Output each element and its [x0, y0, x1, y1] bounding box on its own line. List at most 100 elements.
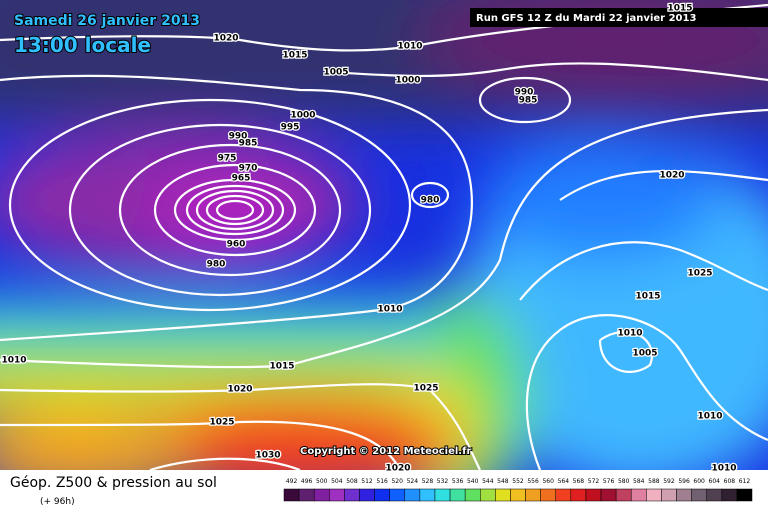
color-scale: 492 496 500 504 508 512 516 520 524 528 532 536 540 5… — [283, 478, 753, 502]
isobar-label: 1005 — [323, 68, 348, 78]
scale-label: 588 — [648, 478, 660, 485]
scale-swatch — [600, 488, 617, 502]
isobar-label: 1010 — [397, 42, 422, 52]
scale-label: 496 — [301, 478, 313, 485]
isobar-label: 960 — [227, 240, 246, 250]
scale-label: 520 — [391, 478, 403, 485]
lead-time: (+ 96h) — [40, 497, 75, 507]
isobar-label: 990 — [229, 132, 248, 142]
scale-label: 596 — [678, 478, 690, 485]
isobar-label: 1010 — [711, 464, 736, 474]
scale-swatch — [555, 488, 572, 502]
scale-swatch — [721, 488, 738, 502]
scale-label: 508 — [346, 478, 358, 485]
scale-swatch — [540, 488, 556, 502]
isobar-label: 1015 — [269, 362, 294, 372]
scale-swatch — [615, 488, 632, 502]
isobar-label: 980 — [207, 260, 226, 270]
time: 13:00 locale — [14, 33, 151, 57]
scale-label: 528 — [422, 478, 434, 485]
scale-swatch — [585, 488, 602, 502]
scale-label: 608 — [724, 478, 736, 485]
isobar-label: 1020 — [213, 34, 238, 44]
scale-swatch — [298, 488, 315, 502]
scale-label: 552 — [512, 478, 524, 485]
scale-label: 580 — [618, 478, 630, 485]
scale-swatch — [464, 488, 481, 502]
isobar-label: 965 — [232, 174, 251, 184]
isobar-label: 1030 — [255, 451, 280, 461]
scale-swatch — [359, 488, 375, 502]
isobar-label: 1020 — [227, 385, 252, 395]
scale-label: 512 — [361, 478, 373, 485]
isobar-label: 1015 — [667, 4, 692, 14]
isobar-label: 1020 — [385, 464, 410, 474]
scale-label: 500 — [316, 478, 328, 485]
isobar-label: 975 — [218, 154, 237, 164]
isobar-lines — [0, 3, 768, 470]
isobar-label: 995 — [281, 123, 300, 133]
isobar-label: 1000 — [290, 111, 315, 121]
scale-swatch — [344, 488, 360, 502]
scale-label: 544 — [482, 478, 494, 485]
scale-swatch — [313, 488, 330, 502]
scale-label: 604 — [709, 478, 721, 485]
isobar-label: 1010 — [617, 329, 642, 339]
scale-label: 612 — [739, 478, 751, 485]
isobar-labels: 1020101510101005100010009959909859759709… — [0, 2, 738, 475]
scale-swatch — [510, 488, 526, 502]
scale-label: 584 — [633, 478, 645, 485]
scale-swatch — [283, 488, 300, 502]
scale-swatch — [661, 488, 677, 502]
isobar-label: 1010 — [1, 356, 26, 366]
isobar-label: 985 — [239, 139, 258, 149]
isobar-label: 1000 — [395, 76, 420, 86]
scale-label: 532 — [437, 478, 449, 485]
scale-label: 568 — [573, 478, 585, 485]
isobar-label: 1010 — [697, 412, 722, 422]
scale-label: 540 — [467, 478, 479, 485]
copyright: Copyright © 2012 Meteociel.fr — [300, 446, 471, 457]
scale-swatch — [495, 488, 511, 502]
isobar-label: 1005 — [632, 349, 657, 359]
isobar-label: 980 — [421, 196, 440, 206]
scale-swatch — [329, 488, 345, 502]
isobar-label: 990 — [515, 88, 534, 98]
isobar-label: 970 — [239, 164, 258, 174]
scale-swatch — [434, 488, 451, 502]
scale-label: 572 — [588, 478, 600, 485]
scale-label: 560 — [542, 478, 554, 485]
scale-swatch — [419, 488, 436, 502]
isobar-label: 1010 — [377, 305, 402, 315]
scale-swatch — [706, 488, 723, 502]
scale-label: 548 — [497, 478, 509, 485]
isobar-label: 1025 — [687, 269, 712, 279]
scale-label: 592 — [663, 478, 675, 485]
isobar-label: 1025 — [209, 418, 234, 428]
scale-swatch — [736, 488, 753, 502]
scale-label: 492 — [286, 478, 298, 485]
isobar-label: 1015 — [635, 292, 660, 302]
scale-swatch — [525, 488, 541, 502]
scale-swatch — [676, 488, 692, 502]
date: Samedi 26 janvier 2013 — [14, 13, 200, 29]
scale-swatch — [691, 488, 707, 502]
isobar-label: 985 — [519, 96, 538, 106]
scale-swatch — [389, 488, 406, 502]
scale-swatch — [646, 488, 662, 502]
run-box — [470, 8, 768, 27]
scale-label: 564 — [558, 478, 570, 485]
isobar-label: 1020 — [659, 171, 684, 181]
isobar-label: 1015 — [282, 51, 307, 61]
scale-label: 576 — [603, 478, 615, 485]
isobar-label: 1025 — [413, 384, 438, 394]
scale-swatch — [630, 488, 647, 502]
scale-swatch — [449, 488, 466, 502]
legend-title: Géop. Z500 & pression au sol — [10, 475, 217, 491]
scale-swatch — [404, 488, 421, 502]
scale-swatch — [480, 488, 496, 502]
scale-swatch — [570, 488, 587, 502]
scale-label: 536 — [452, 478, 464, 485]
